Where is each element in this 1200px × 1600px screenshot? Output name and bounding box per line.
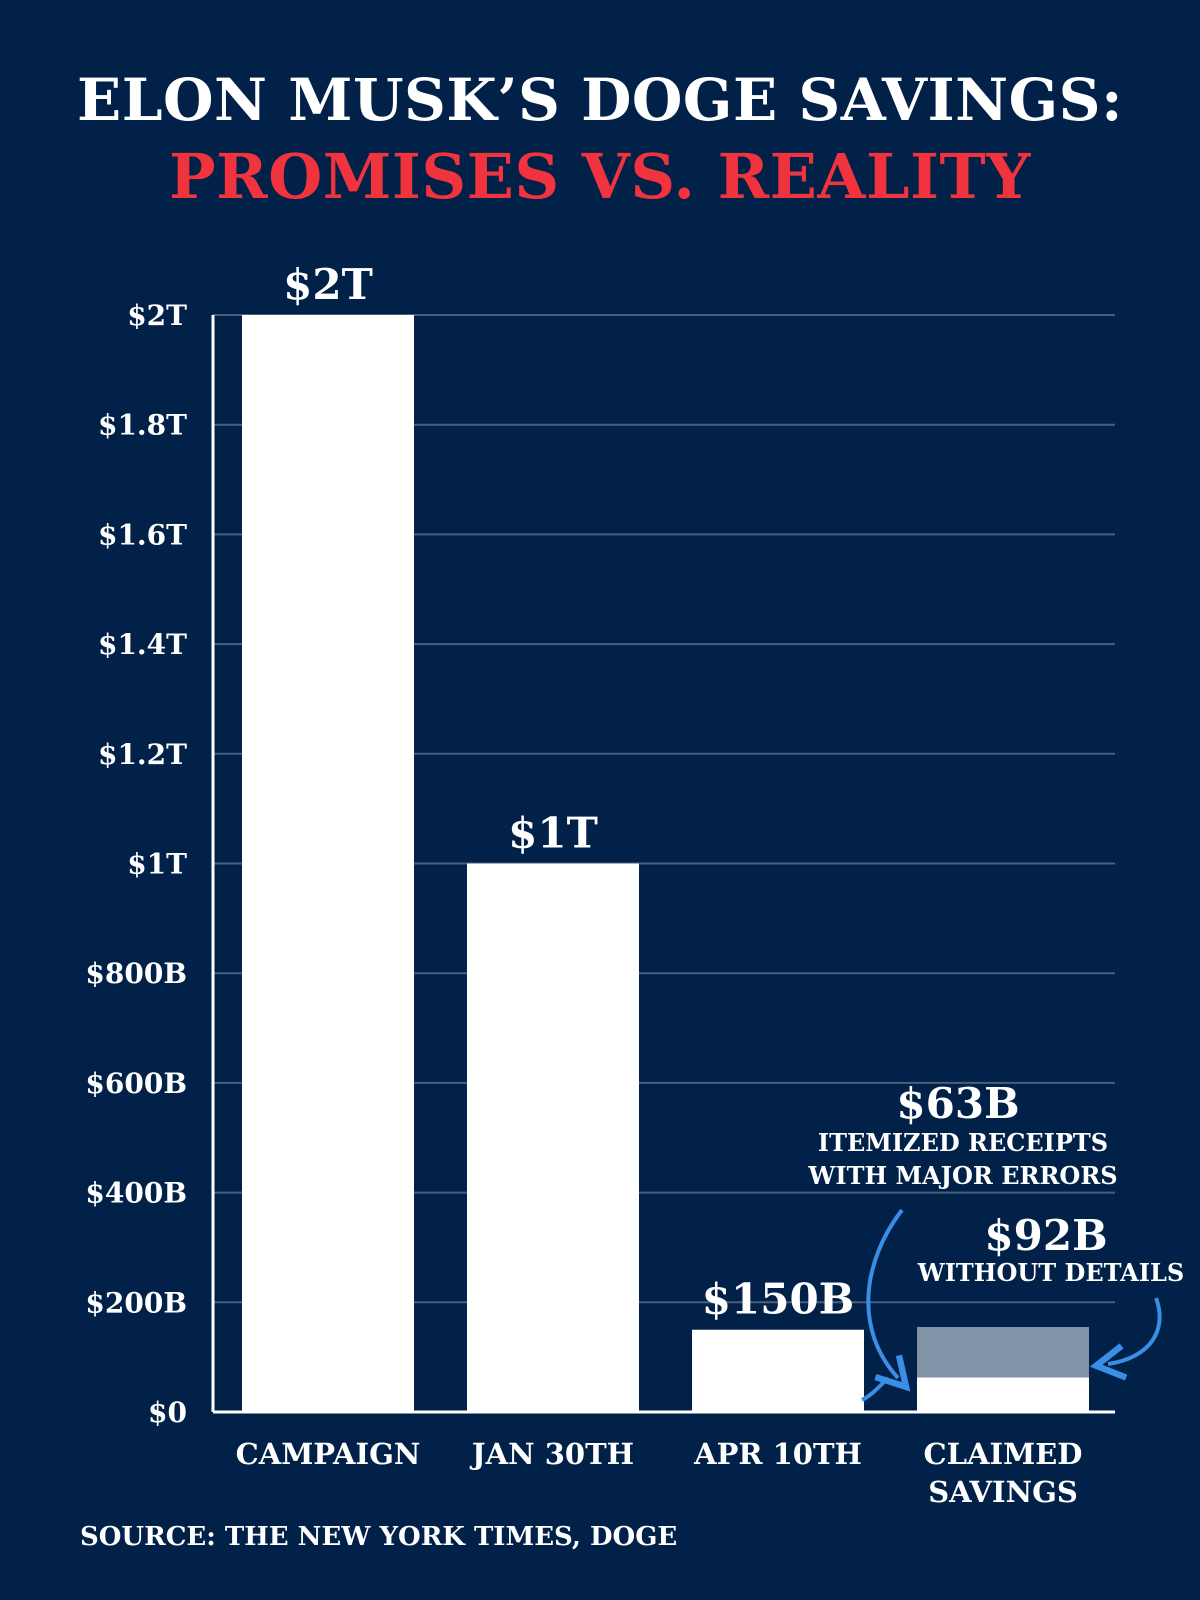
x-category-label: APR 10TH	[693, 1437, 862, 1471]
bar-claimed-savings-segment-0	[917, 1377, 1089, 1412]
bar-apr-10th-segment-0	[692, 1329, 864, 1412]
y-tick-label: $200B	[85, 1286, 187, 1319]
y-tick-label: $1.6T	[98, 518, 187, 551]
bar-value-label: $1T	[508, 809, 598, 858]
x-axis-labels: CAMPAIGN JAN 30TH APR 10TH CLAIMED SAVINGS	[236, 1437, 1083, 1509]
arrow-to-nodetail-icon	[1089, 1297, 1162, 1381]
annotation-itemized-line1: ITEMIZED RECEIPTS	[818, 1128, 1108, 1157]
source-note: SOURCE: THE NEW YORK TIMES, DOGE	[80, 1522, 678, 1552]
bars: $2T $1T $150B	[242, 260, 1089, 1412]
y-tick-label: $1T	[127, 848, 187, 881]
x-category-label: JAN 30TH	[469, 1437, 634, 1471]
y-tick-label: $1.2T	[98, 738, 187, 771]
annotation-itemized-line2: WITH MAJOR ERRORS	[807, 1161, 1117, 1190]
bar-campaign-segment-0	[242, 315, 414, 1412]
y-tick-label: $0	[148, 1396, 187, 1429]
y-tick-label: $600B	[85, 1067, 187, 1100]
annotation-nodetail-value: $92B	[984, 1211, 1107, 1260]
chart-title: ELON MUSK’S DOGE SAVINGS:	[77, 66, 1123, 134]
y-tick-label: $400B	[85, 1177, 187, 1210]
y-axis: $0 $200B $400B $600B $800B $1T $1.2T $1.4T $1.6T…	[85, 299, 1115, 1429]
bar-claimed-savings-segment-1	[917, 1326, 1089, 1378]
arrow-tail-icon	[861, 1376, 890, 1402]
bar-value-label: $2T	[283, 260, 373, 309]
x-category-label: CAMPAIGN	[236, 1437, 421, 1471]
bar-value-label: $150B	[702, 1275, 854, 1324]
annotation-nodetail-line1: WITHOUT DETAILS	[917, 1258, 1184, 1287]
chart-subtitle: PROMISES VS. REALITY	[169, 140, 1031, 213]
x-category-label: CLAIMED	[924, 1437, 1083, 1471]
arrow-to-itemized-icon	[866, 1208, 911, 1392]
x-category-label: SAVINGS	[928, 1475, 1078, 1509]
y-tick-label: $2T	[127, 299, 187, 332]
y-tick-label: $1.4T	[98, 628, 187, 661]
y-tick-label: $800B	[85, 957, 187, 990]
annotation-itemized-value: $63B	[896, 1079, 1019, 1128]
bar-jan-30th-segment-0	[467, 863, 639, 1412]
y-tick-label: $1.8T	[98, 409, 187, 442]
